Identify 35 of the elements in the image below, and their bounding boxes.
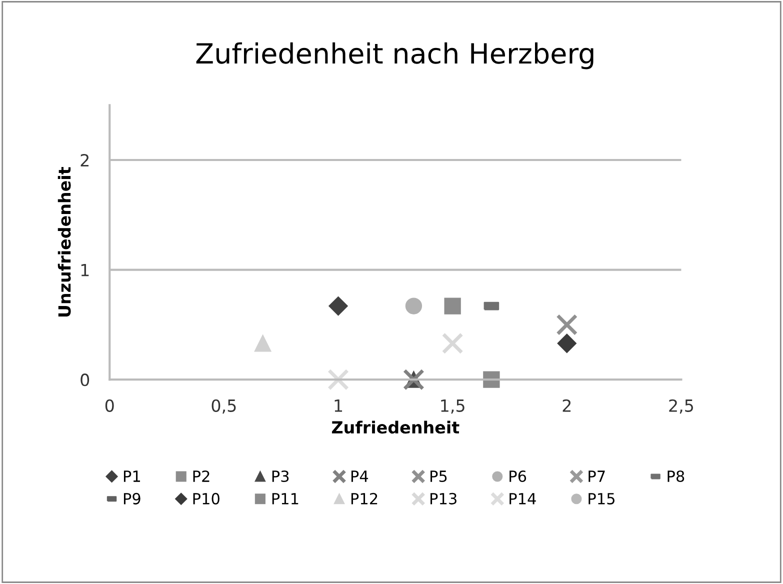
point bbox=[254, 335, 272, 352]
legend-label: P6 bbox=[510, 470, 526, 482]
legend-label: P7 bbox=[588, 470, 605, 482]
point bbox=[327, 368, 350, 390]
point bbox=[557, 334, 576, 353]
legend-label: P1 bbox=[124, 470, 140, 482]
x-tick-label: 2 bbox=[562, 399, 571, 412]
point bbox=[442, 332, 464, 354]
x-tick-label: 1,5 bbox=[441, 400, 464, 414]
chart-title: Zufriedenheit nach Herzberg bbox=[196, 42, 594, 70]
legend-label: P4 bbox=[351, 470, 368, 482]
x-axis-title: Zufriedenheit bbox=[332, 420, 460, 434]
legend-label: P8 bbox=[668, 470, 684, 482]
legend-label: P5 bbox=[430, 470, 447, 482]
legend-label: P3 bbox=[272, 470, 289, 482]
point bbox=[405, 298, 422, 314]
x-tick-label: 0 bbox=[105, 399, 114, 412]
legend-label: P14 bbox=[510, 493, 536, 504]
y-tick-label: 2 bbox=[80, 154, 89, 166]
x-tick-label: 2,5 bbox=[669, 399, 694, 414]
y-tick-label: 1 bbox=[81, 264, 89, 276]
legend-label: P11 bbox=[272, 493, 298, 504]
legend-label: P10 bbox=[193, 492, 220, 504]
point bbox=[556, 314, 578, 336]
x-tick-label: 0,5 bbox=[212, 399, 236, 414]
point bbox=[444, 298, 461, 314]
y-tick-label: 0 bbox=[80, 374, 90, 386]
x-tick-label: 1 bbox=[334, 400, 342, 412]
point bbox=[328, 296, 348, 316]
y-axis-title: Unzufriedenheit bbox=[58, 167, 71, 317]
legend-label: P12 bbox=[351, 492, 378, 504]
legend-label: P13 bbox=[430, 492, 456, 504]
legend-label: P2 bbox=[193, 470, 210, 482]
legend-label: P9 bbox=[124, 492, 140, 504]
legend-label: P15 bbox=[588, 493, 614, 504]
